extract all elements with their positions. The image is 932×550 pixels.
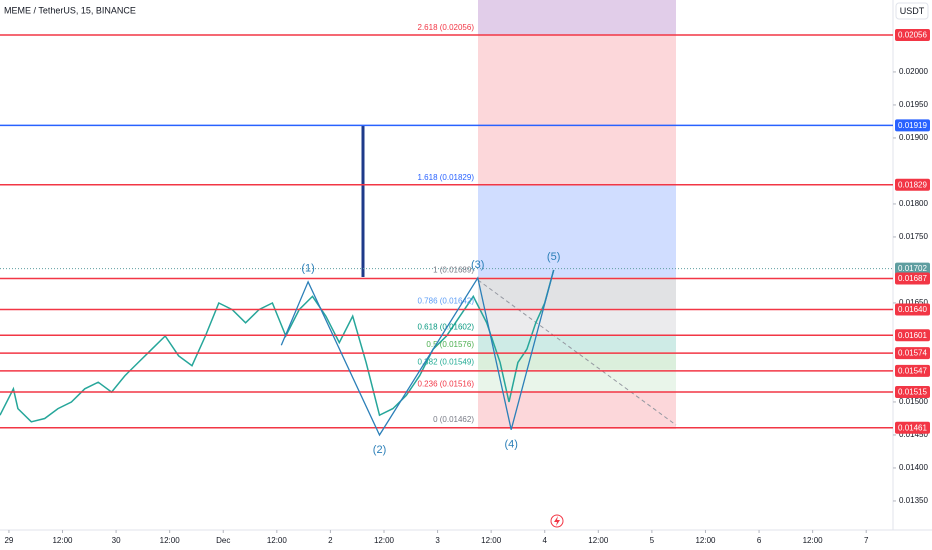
price-level-badge <box>895 28 930 41</box>
price-level-label: 0.01829 <box>898 180 927 189</box>
fib-zone <box>478 0 676 35</box>
fib-zone <box>478 34 676 185</box>
x-tick-label: 12:00 <box>374 536 395 545</box>
y-tick-label: 0.01750 <box>899 232 928 241</box>
x-tick-label: 12:00 <box>160 536 181 545</box>
x-tick-label: 30 <box>112 536 121 545</box>
fib-zone <box>478 334 676 352</box>
y-tick-label: 0.01500 <box>899 397 928 406</box>
x-tick-label: 12:00 <box>588 536 609 545</box>
y-tick-label: 0.01800 <box>899 199 928 208</box>
x-tick-label: Dec <box>216 536 230 545</box>
price-level-label: 0.01687 <box>898 274 927 283</box>
y-tick-label: 0.01450 <box>899 430 928 439</box>
chart-title: MEME / TetherUS, 15, BINANCE <box>4 5 136 15</box>
fib-label: 0.5 (0.01576) <box>426 340 474 349</box>
x-tick-label: 29 <box>4 536 13 545</box>
price-level-badge <box>895 329 930 342</box>
price-level-label: 0.01919 <box>898 121 927 130</box>
price-level-label: 0.01574 <box>898 349 927 358</box>
price-level-label: 0.01601 <box>898 331 927 340</box>
fib-label: 0.786 (0.01642) <box>418 296 475 305</box>
x-tick-label: 2 <box>328 536 333 545</box>
wave-label: (5) <box>547 251 560 263</box>
x-tick-label: 7 <box>864 536 869 545</box>
price-level-badge <box>895 347 930 360</box>
y-tick-label: 0.01900 <box>899 133 928 142</box>
fib-zone <box>478 351 676 370</box>
currency-box[interactable] <box>895 2 929 20</box>
x-tick-label: 12:00 <box>52 536 73 545</box>
y-tick-label: 0.02000 <box>899 67 928 76</box>
price-level-label: 0.01547 <box>898 367 927 376</box>
alert-icon[interactable] <box>550 514 564 528</box>
wave-label: (4) <box>505 439 518 451</box>
x-tick-label: 12:00 <box>267 536 288 545</box>
wave-label: (3) <box>471 259 484 271</box>
price-level-badge <box>895 178 930 191</box>
x-tick-label: 4 <box>543 536 548 545</box>
x-tick-label: 12:00 <box>481 536 502 545</box>
x-tick-label: 12:00 <box>695 536 716 545</box>
price-level-badge <box>895 262 930 275</box>
wave-label: (1) <box>301 263 314 275</box>
wave-label: (2) <box>373 444 386 456</box>
fib-label: 0.236 (0.01516) <box>418 380 475 389</box>
elliott-wave <box>280 269 555 437</box>
fib-zone <box>478 277 676 309</box>
y-tick-label: 0.01350 <box>899 496 928 505</box>
price-level-badge <box>895 421 930 434</box>
fib-zone <box>478 308 676 335</box>
x-tick-label: 3 <box>435 536 440 545</box>
price-level-label: 0.02056 <box>898 31 927 40</box>
price-level-badge <box>895 272 930 285</box>
x-tick-label: 6 <box>757 536 762 545</box>
price-level-badge <box>895 364 930 377</box>
y-tick-label: 0.01400 <box>899 463 928 472</box>
fib-label: 0.618 (0.01602) <box>418 323 475 332</box>
x-tick-label: 5 <box>650 536 655 545</box>
fib-label: 1 (0.01689) <box>433 265 474 274</box>
price-level-label: 0.01461 <box>898 423 927 432</box>
fib-zone <box>478 369 676 392</box>
price-level-label: 0.01515 <box>898 388 927 397</box>
currency: USDT <box>900 6 925 16</box>
fib-label: 0.382 (0.01549) <box>418 358 475 367</box>
price-level-label: 0.01702 <box>898 264 927 273</box>
fib-label: 0 (0.01462) <box>433 415 474 424</box>
price-level-badge <box>895 119 930 132</box>
price-level-label: 0.01640 <box>898 305 927 314</box>
price-level-badge <box>895 386 930 399</box>
x-tick-label: 12:00 <box>803 536 824 545</box>
price-level-badge <box>895 303 930 316</box>
fib-zone <box>478 391 676 428</box>
fib-zone <box>478 184 676 278</box>
fib-label: 1.618 (0.01829) <box>418 173 475 182</box>
y-tick-label: 0.01950 <box>899 100 928 109</box>
y-tick-label: 0.01650 <box>899 298 928 307</box>
fib-label: 2.618 (0.02056) <box>418 23 475 32</box>
